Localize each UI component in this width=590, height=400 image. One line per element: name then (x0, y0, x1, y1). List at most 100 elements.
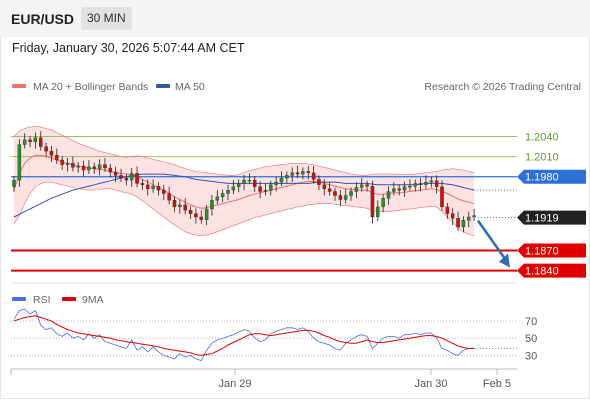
candle (242, 174, 246, 191)
rsi-legend-label: RSI (33, 294, 51, 306)
candle (199, 210, 203, 224)
level-1-1870-tag (517, 243, 586, 258)
candle (220, 189, 225, 203)
candle (204, 204, 209, 226)
candle (194, 208, 198, 224)
candle-body (376, 206, 380, 218)
candle-body (322, 184, 327, 189)
ma20-line (13, 154, 475, 209)
candle (183, 198, 187, 215)
candle (263, 183, 268, 196)
level-1-1840-tag (517, 263, 586, 278)
candle (397, 184, 401, 196)
candle (317, 175, 321, 191)
candles (12, 131, 476, 233)
candle-body (97, 164, 102, 169)
candle (402, 181, 407, 197)
candle (140, 179, 145, 191)
forecast (476, 219, 510, 268)
candle-body (429, 180, 434, 183)
candle-body (306, 171, 310, 173)
candle (429, 176, 434, 188)
candle (12, 176, 16, 193)
candle-body (108, 167, 113, 173)
candle-body (424, 181, 428, 185)
level-1-2040-label: 1.2040 (525, 132, 559, 144)
bollinger-legend-label: MA 20 + Bollinger Bands (33, 81, 148, 93)
candle (172, 196, 177, 213)
candle-body (113, 171, 118, 176)
candle (33, 132, 38, 149)
candle (327, 182, 332, 196)
candle-body (236, 183, 241, 187)
candle-body (49, 151, 54, 156)
price-levels: 1.2040 1.2010 1.1980 1.1919 1.1870 1.1840 (11, 132, 586, 278)
candle (44, 142, 48, 157)
rsi-panel: 70 50 30 (11, 308, 537, 362)
candle (178, 199, 182, 214)
ma50-legend-swatch (156, 84, 170, 88)
candle (258, 181, 262, 199)
candle (279, 171, 284, 187)
candle-body (28, 139, 32, 143)
rsi-line (13, 308, 475, 362)
candle (359, 178, 364, 192)
candle (60, 155, 64, 171)
candle (269, 180, 273, 196)
candle-body (87, 166, 91, 171)
candle (408, 179, 412, 191)
candle-body (445, 206, 450, 214)
candle-body (418, 183, 423, 185)
candle-body (167, 193, 171, 201)
candle-body (71, 163, 75, 168)
header-bar: EUR/USD 30 MIN (0, 0, 590, 37)
time-tick-label: Jan 30 (414, 378, 447, 390)
level-1-1980-tag (517, 169, 586, 184)
candle-body (290, 172, 294, 176)
rsi-ma-legend-label: 9MA (82, 294, 104, 306)
candle (456, 211, 460, 232)
candle-body (285, 175, 289, 179)
datetime-label: Friday, January 30, 2026 5:07:44 AM CET (12, 41, 245, 55)
candle (92, 162, 97, 175)
candle-body (188, 210, 193, 214)
candle (129, 168, 134, 187)
level-1-1919-label: 1.1919 (525, 213, 559, 225)
bollinger-upper-line (13, 126, 475, 176)
candle (135, 166, 139, 188)
candle-body (81, 165, 86, 171)
candle-body (194, 213, 198, 218)
candle (71, 156, 75, 172)
candle (22, 133, 27, 149)
candle-body (343, 195, 348, 200)
candle (236, 179, 241, 193)
candle-body (12, 179, 16, 187)
candle (97, 159, 102, 176)
candle-body (44, 146, 48, 152)
candle-body (242, 179, 246, 184)
candle-body (220, 193, 225, 198)
rsi-tick-50: 50 (525, 333, 537, 345)
candle-body (392, 188, 396, 192)
rsi-legend-swatch (12, 297, 26, 301)
candle-body (386, 191, 391, 199)
candle (39, 131, 43, 151)
candle (156, 182, 161, 196)
candle-body (258, 186, 262, 192)
candle-body (263, 189, 268, 192)
candle-body (140, 183, 145, 185)
candle-body (55, 155, 59, 161)
ma50-legend-label: MA 50 (175, 81, 205, 93)
candle-body (370, 185, 375, 218)
candle (466, 211, 471, 228)
candle-body (33, 137, 38, 143)
candle (306, 166, 310, 180)
timeframe-button[interactable]: 30 MIN (81, 7, 132, 30)
candle-body (402, 186, 407, 191)
candle (145, 179, 150, 196)
candle (301, 167, 305, 180)
candle (434, 175, 439, 194)
forecast-arrow-head (499, 253, 510, 268)
candle (124, 174, 129, 186)
candle-body (124, 177, 129, 181)
